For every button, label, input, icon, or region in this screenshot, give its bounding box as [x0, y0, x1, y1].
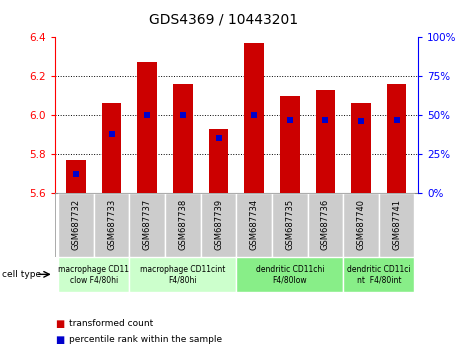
Text: percentile rank within the sample: percentile rank within the sample [69, 335, 222, 344]
Bar [66, 160, 86, 193]
Bar [343, 193, 379, 257]
Text: macrophage CD11
clow F4/80hi: macrophage CD11 clow F4/80hi [58, 265, 129, 284]
Bar [315, 90, 335, 193]
Bar [137, 63, 157, 193]
Point [72, 171, 80, 177]
Point [143, 112, 151, 118]
Point [108, 131, 115, 137]
Text: GSM687740: GSM687740 [357, 199, 365, 250]
Point [215, 136, 222, 141]
Point [393, 117, 400, 122]
Text: dendritic CD11chi
F4/80low: dendritic CD11chi F4/80low [256, 265, 324, 284]
Text: GSM687735: GSM687735 [285, 199, 294, 250]
Text: GSM687732: GSM687732 [72, 199, 80, 250]
Bar [244, 43, 264, 193]
Point [250, 112, 258, 118]
Bar [173, 84, 193, 193]
Bar [165, 193, 200, 257]
Text: GDS4369 / 10443201: GDS4369 / 10443201 [149, 12, 298, 27]
Point [286, 117, 294, 122]
Text: dendritic CD11ci
nt  F4/80int: dendritic CD11ci nt F4/80int [347, 265, 410, 284]
Bar [237, 257, 343, 292]
Bar [58, 257, 129, 292]
Bar [102, 103, 122, 193]
Bar [280, 96, 300, 193]
Bar [351, 103, 371, 193]
Text: GSM687736: GSM687736 [321, 199, 330, 250]
Bar [308, 193, 343, 257]
Bar [237, 193, 272, 257]
Bar [201, 193, 237, 257]
Bar [94, 193, 129, 257]
Bar [129, 257, 237, 292]
Text: transformed count: transformed count [69, 319, 153, 329]
Point [322, 117, 329, 122]
Text: GSM687733: GSM687733 [107, 199, 116, 250]
Text: GSM687738: GSM687738 [179, 199, 187, 250]
Point [357, 119, 365, 124]
Point [179, 112, 187, 118]
Bar [129, 193, 165, 257]
Text: ■: ■ [55, 335, 64, 345]
Bar [209, 129, 228, 193]
Bar [272, 193, 308, 257]
Bar [387, 84, 407, 193]
Bar [379, 193, 414, 257]
Bar [343, 257, 414, 292]
Text: GSM687734: GSM687734 [250, 199, 258, 250]
Text: ■: ■ [55, 319, 64, 329]
Text: GSM687739: GSM687739 [214, 199, 223, 250]
Text: GSM687741: GSM687741 [392, 199, 401, 250]
Text: GSM687737: GSM687737 [143, 199, 152, 250]
Text: cell type: cell type [2, 270, 41, 279]
Text: macrophage CD11cint
F4/80hi: macrophage CD11cint F4/80hi [140, 265, 226, 284]
Bar [58, 193, 94, 257]
